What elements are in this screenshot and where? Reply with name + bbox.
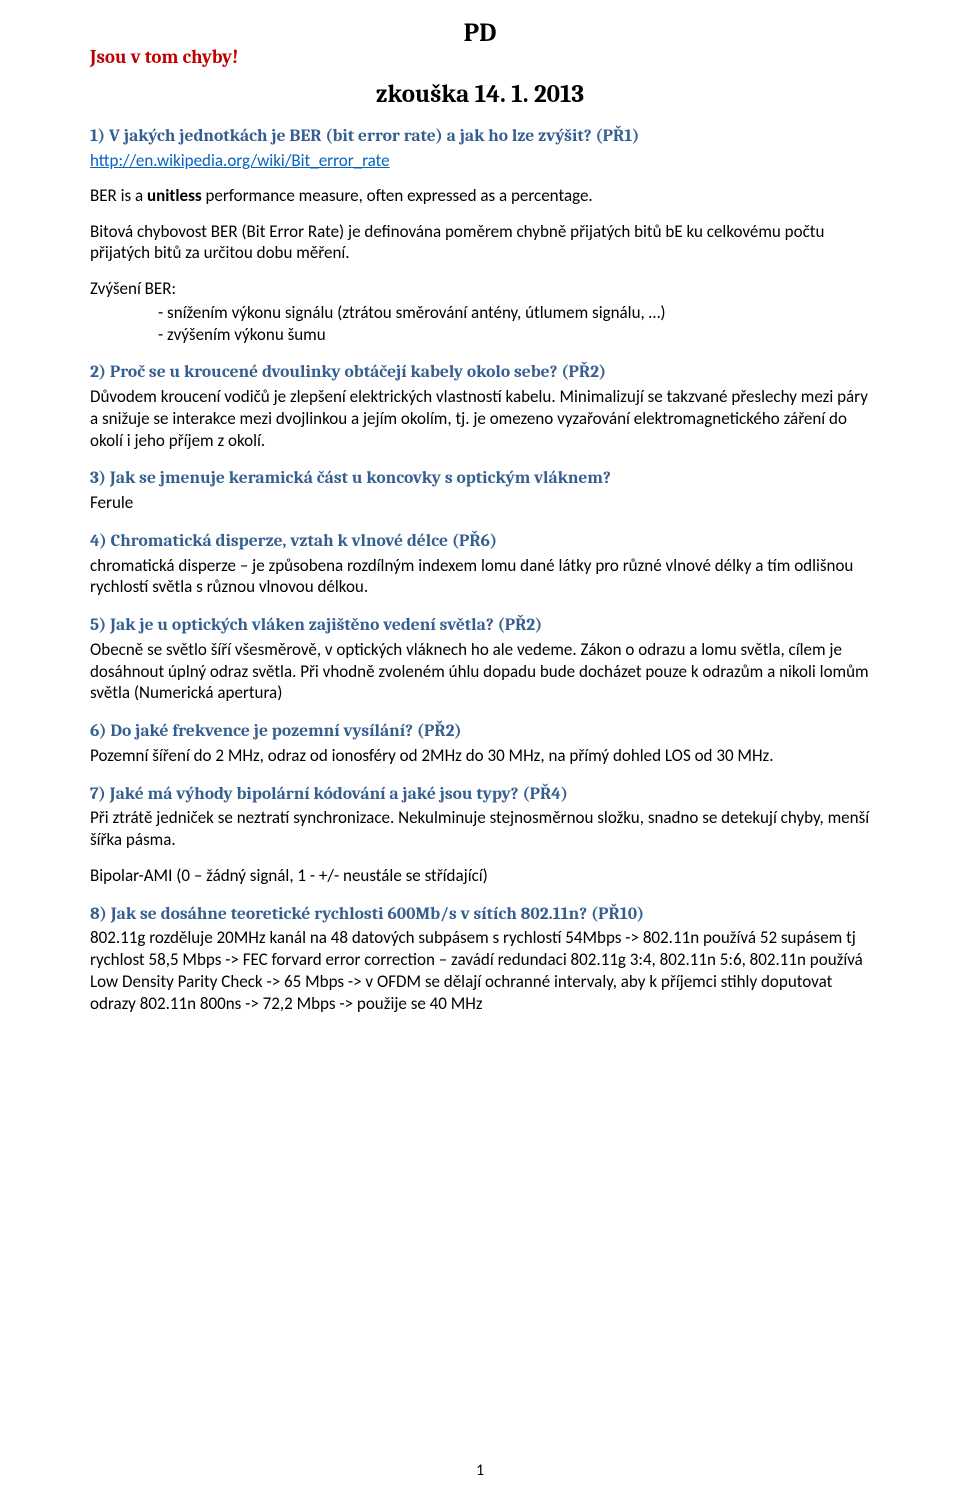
- title-pd: PD: [90, 18, 870, 48]
- q1-bullet-1: - snížením výkonu signálu (ztrátou směro…: [90, 302, 870, 324]
- q3-heading: 3) Jak se jmenuje keramická část u konco…: [90, 467, 870, 490]
- page-number: 1: [0, 1461, 960, 1480]
- q8-heading: 8) Jak se dosáhne teoretické rychlosti 6…: [90, 903, 870, 926]
- q7-body2: Bipolar-AMI (0 – žádný signál, 1 - +/- n…: [90, 865, 870, 887]
- q4-body: chromatická disperze – je způsobena rozd…: [90, 555, 870, 599]
- document-page: PD Jsou v tom chyby! zkouška 14. 1. 2013…: [0, 0, 960, 1504]
- q5-body: Obecně se světlo šíří všesměrově, v opti…: [90, 639, 870, 704]
- q4-heading: 4) Chromatická disperze, vztah k vlnové …: [90, 530, 870, 553]
- q6-body: Pozemní šíření do 2 MHz, odraz od ionosf…: [90, 745, 870, 767]
- q1-bullet-2: - zvýšením výkonu šumu: [90, 324, 870, 346]
- q1-bullets: - snížením výkonu signálu (ztrátou směro…: [90, 302, 870, 346]
- q7-heading: 7) Jaké má výhody bipolární kódování a j…: [90, 783, 870, 806]
- q1-paragraph-3: Zvýšení BER:: [90, 278, 870, 300]
- q1-paragraph-2: Bitová chybovost BER (Bit Error Rate) je…: [90, 221, 870, 265]
- q3-body: Ferule: [90, 492, 870, 514]
- q1-paragraph-1: BER is a unitless performance measure, o…: [90, 185, 870, 207]
- q8-body: 802.11g rozděluje 20MHz kanál na 48 dato…: [90, 927, 870, 1014]
- q2-body: Důvodem kroucení vodičů je zlepšení elek…: [90, 386, 870, 451]
- q5-heading: 5) Jak je u optických vláken zajištěno v…: [90, 614, 870, 637]
- q6-heading: 6) Do jaké frekvence je pozemní vysílání…: [90, 720, 870, 743]
- title-main: zkouška 14. 1. 2013: [90, 80, 870, 109]
- q1-p1-prefix: BER is a: [90, 185, 147, 206]
- q2-heading: 2) Proč se u kroucené dvoulinky obtáčejí…: [90, 361, 870, 384]
- q7-body1: Při ztrátě jedniček se neztratí synchron…: [90, 807, 870, 851]
- error-note: Jsou v tom chyby!: [90, 46, 870, 68]
- q1-heading: 1) V jakých jednotkách je BER (bit error…: [90, 125, 870, 148]
- q1-p1-suffix: performance measure, often expressed as …: [202, 185, 593, 206]
- q1-p1-bold: unitless: [147, 185, 202, 206]
- wikipedia-link[interactable]: http://en.wikipedia.org/wiki/Bit_error_r…: [90, 150, 390, 171]
